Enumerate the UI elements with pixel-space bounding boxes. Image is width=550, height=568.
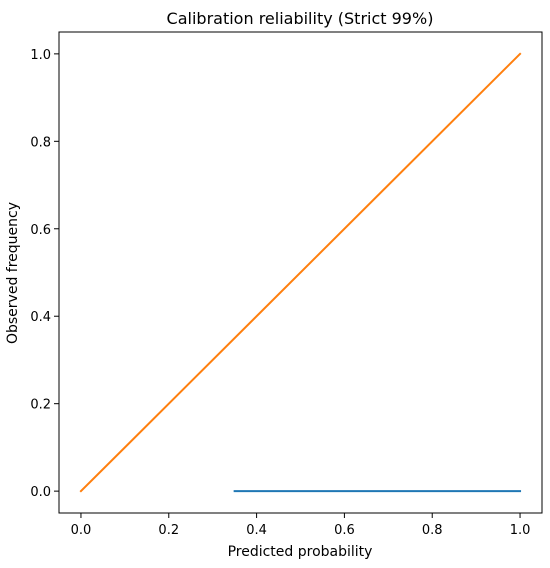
y-tick-label: 0.0 [30, 485, 51, 500]
y-tick-label: 0.6 [30, 223, 51, 238]
y-tick-label: 0.4 [30, 310, 51, 325]
x-tick-label: 0.2 [158, 523, 179, 538]
x-tick-label: 1.0 [510, 523, 531, 538]
x-tick-label: 0.0 [71, 523, 92, 538]
y-tick-label: 0.2 [30, 398, 51, 413]
series-layer [79, 52, 522, 493]
x-axis-label: Predicted probability [228, 544, 373, 560]
x-tick-label: 0.8 [422, 523, 443, 538]
plot-frame [58, 31, 543, 514]
x-tick-label: 0.6 [334, 523, 355, 538]
y-axis-label: Observed frequency [5, 202, 21, 344]
y-tick-label: 1.0 [30, 48, 51, 63]
y-axis: 0.0 0.2 0.4 0.6 0.8 1.0 [30, 48, 59, 500]
y-tick-label: 0.8 [30, 135, 51, 150]
chart-title: Calibration reliability (Strict 99%) [167, 9, 434, 28]
series-line-1 [79, 52, 522, 493]
x-tick-label: 0.4 [246, 523, 267, 538]
x-axis: 0.0 0.2 0.4 0.6 0.8 1.0 [71, 513, 531, 538]
